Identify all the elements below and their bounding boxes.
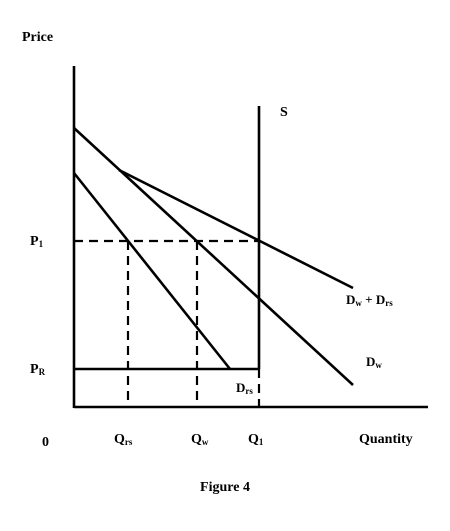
aggregate-d2-sub: rs [385,298,393,308]
aggregate-plus: + [362,292,376,307]
pr-label: PR [30,362,46,377]
aggregate-d2-main: D [376,292,385,307]
pr-label-main: P [30,362,39,377]
q1-label-sub: 1 [259,437,264,447]
p1-label-main: P [30,234,39,249]
qw-label: Qw [191,432,209,447]
dw-label-main: D [366,354,375,369]
figure-caption: Figure 4 [200,480,250,495]
qw-label-main: Q [191,432,202,447]
pr-label-sub: R [39,367,46,377]
drs-demand-curve [72,172,232,370]
dw-label: Dw [366,354,382,370]
q1-label-main: Q [248,432,259,447]
x-axis-label: Quantity [359,432,413,447]
qrs-label-main: Q [114,432,125,447]
drs-label-main: D [236,380,245,395]
drs-label: Drs [236,380,253,396]
y-axis-label: Price [22,30,53,45]
qrs-label: Qrs [114,432,133,447]
qw-label-sub: w [202,437,209,447]
p1-label-sub: 1 [39,239,44,249]
qrs-label-sub: rs [125,437,133,447]
dw-label-sub: w [375,360,382,370]
origin-label: 0 [42,435,49,450]
q1-label: Q1 [248,432,264,447]
supply-label: S [280,105,288,120]
aggregate-d1-sub: w [355,298,362,308]
p1-label: P1 [30,234,44,249]
aggregate-demand-curve [118,168,354,290]
aggregate-demand-label: Dw + Drs [346,292,393,308]
drs-label-sub: rs [245,386,253,396]
aggregate-d1-main: D [346,292,355,307]
